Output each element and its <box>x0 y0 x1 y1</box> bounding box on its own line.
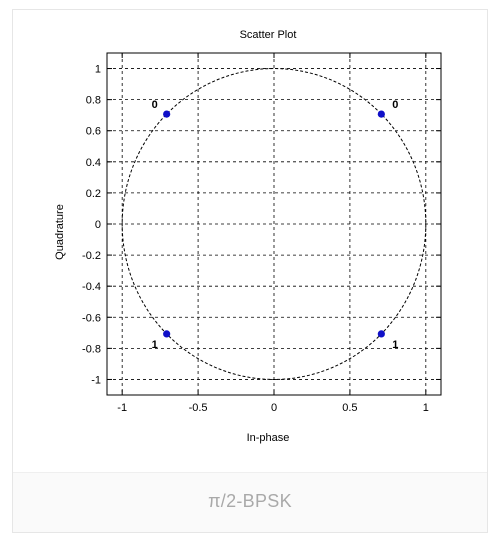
constellation-point <box>163 330 171 338</box>
y-tick-label: -0.8 <box>82 343 101 355</box>
caption-band: π/2-BPSK <box>13 472 487 532</box>
y-tick-label: 0.6 <box>86 126 101 138</box>
axis-ticks: -1 -0.5 0 0.5 1 1 0.8 0.6 0.4 0.2 0 -0.2 -0.4 -0.6 -0.… <box>82 53 441 414</box>
y-tick-label: 0 <box>95 219 101 231</box>
y-tick-label: -0.4 <box>82 281 101 293</box>
y-axis-label: Quadrature <box>54 204 66 260</box>
plot-frame <box>106 52 442 396</box>
figure-caption: π/2-BPSK <box>208 491 292 511</box>
x-axis-label: In-phase <box>247 432 290 444</box>
figure-card: Scatter Plot -1 -0.5 0 0.5 1 1 0.8 0.6 0.4 0.2 0 -0… <box>12 9 488 533</box>
constellation-point <box>163 110 171 118</box>
y-tick-label: 0.2 <box>86 188 101 200</box>
point-label: 1 <box>152 339 158 351</box>
constellation-point <box>377 110 385 118</box>
x-tick-label: -1 <box>117 402 127 414</box>
x-tick-label: 0 <box>271 402 277 414</box>
y-tick-label: -1 <box>91 374 101 386</box>
plot-panel: Scatter Plot -1 -0.5 0 0.5 1 1 0.8 0.6 0.4 0.2 0 -0… <box>13 10 487 472</box>
unit-circle <box>121 68 427 380</box>
y-tick-label: -0.6 <box>82 312 101 324</box>
y-tick-label: 0.8 <box>86 95 101 107</box>
scatter-plot: Scatter Plot -1 -0.5 0 0.5 1 1 0.8 0.6 0.4 0.2 0 -0… <box>54 29 442 444</box>
y-tick-label: 1 <box>95 64 101 76</box>
point-label: 0 <box>152 99 158 111</box>
x-tick-label: -0.5 <box>189 402 208 414</box>
x-tick-label: 1 <box>423 402 429 414</box>
point-label: 1 <box>392 339 398 351</box>
chart-title: Scatter Plot <box>240 29 297 41</box>
y-tick-label: 0.4 <box>86 157 101 169</box>
constellation-point <box>377 330 385 338</box>
y-tick-label: -0.2 <box>82 250 101 262</box>
x-tick-label: 0.5 <box>342 402 357 414</box>
constellation-points: 0 0 1 1 <box>152 99 399 351</box>
point-label: 0 <box>392 99 398 111</box>
reference-circle <box>121 68 427 380</box>
